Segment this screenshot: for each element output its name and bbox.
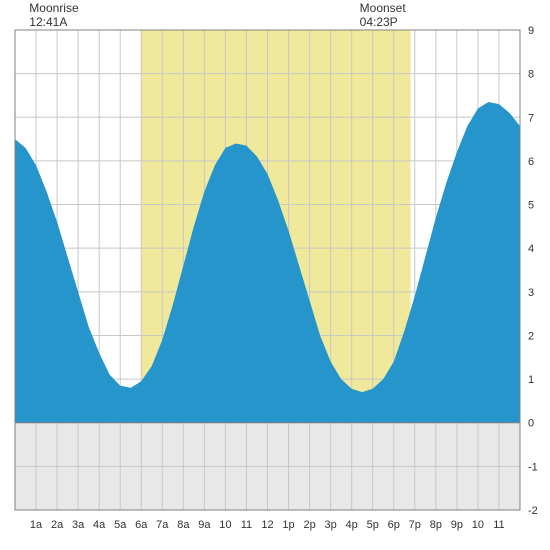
x-tick-label: 9a	[198, 519, 211, 531]
y-tick-label: 5	[528, 200, 534, 212]
x-tick-label: 12	[261, 519, 273, 531]
x-tick-label: 2p	[303, 519, 315, 531]
x-tick-label: 2a	[51, 519, 64, 531]
x-tick-label: 7a	[156, 519, 169, 531]
y-tick-label: 8	[528, 69, 534, 81]
moonset-time: 04:23P	[360, 15, 398, 29]
y-tick-label: 6	[528, 156, 534, 168]
y-tick-label: 7	[528, 112, 534, 124]
x-tick-label: 8p	[430, 519, 442, 531]
x-tick-label: 4p	[346, 519, 358, 531]
x-tick-label: 1a	[30, 519, 43, 531]
x-tick-label: 8a	[177, 519, 190, 531]
x-tick-label: 5a	[114, 519, 127, 531]
y-tick-label: 1	[528, 374, 534, 386]
x-tick-label: 1p	[282, 519, 294, 531]
y-tick-label: 9	[528, 25, 534, 37]
moonrise-time: 12:41A	[29, 15, 67, 29]
tide-chart-svg: -2-101234567891a2a3a4a5a6a7a8a9a1011121p…	[0, 0, 550, 550]
x-tick-label: 3p	[325, 519, 337, 531]
x-tick-label: 4a	[93, 519, 106, 531]
y-tick-label: -2	[528, 505, 538, 517]
y-tick-label: 3	[528, 287, 534, 299]
x-tick-label: 3a	[72, 519, 85, 531]
x-tick-label: 5p	[367, 519, 379, 531]
y-tick-label: 2	[528, 330, 534, 342]
moonset-label: Moonset	[360, 1, 407, 15]
x-tick-label: 7p	[409, 519, 421, 531]
x-tick-label: 10	[219, 519, 231, 531]
x-tick-label: 10	[472, 519, 484, 531]
x-tick-label: 11	[493, 519, 504, 531]
moonrise-label: Moonrise	[29, 1, 79, 15]
y-tick-label: 0	[528, 418, 534, 430]
x-tick-label: 6p	[388, 519, 400, 531]
x-tick-label: 9p	[451, 519, 463, 531]
x-tick-label: 11	[241, 519, 252, 531]
y-tick-label: -1	[528, 461, 538, 473]
x-tick-label: 6a	[135, 519, 148, 531]
tide-chart: -2-101234567891a2a3a4a5a6a7a8a9a1011121p…	[0, 0, 550, 550]
y-tick-label: 4	[528, 243, 534, 255]
